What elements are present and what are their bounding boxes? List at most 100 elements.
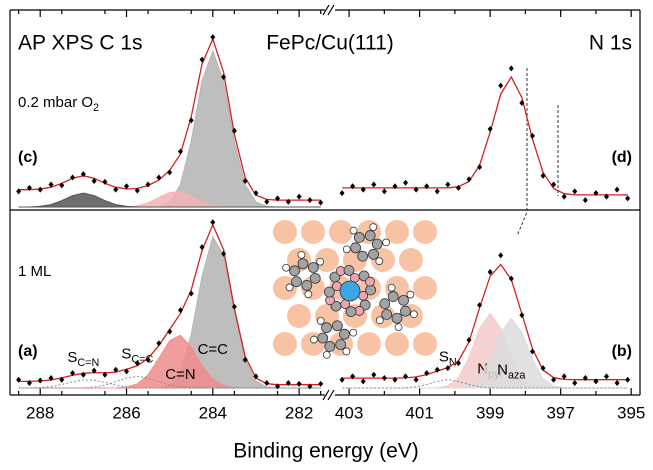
carbon-atom (309, 272, 321, 284)
guide-lines (516, 68, 559, 237)
data-point (434, 366, 440, 373)
data-point (113, 366, 119, 373)
substrate-atom (273, 220, 297, 244)
component-label-main: N (497, 362, 508, 379)
substrate-atom (413, 332, 437, 356)
hydrogen-atom (285, 283, 294, 292)
data-point (231, 127, 237, 134)
data-point (231, 303, 237, 310)
data-point (48, 181, 54, 188)
hydrogen-atom (309, 335, 318, 344)
data-point (551, 181, 557, 188)
data-point (48, 375, 54, 382)
carbon-atom (353, 232, 365, 243)
substrate-atom (385, 332, 409, 356)
carbon-atom (364, 230, 376, 241)
carbon-atom (335, 339, 347, 350)
data-point (70, 174, 76, 181)
carbon-atom (387, 291, 399, 302)
data-point (455, 360, 461, 367)
data-point (561, 193, 567, 200)
component-area (18, 49, 321, 208)
hydrogen-atom (322, 350, 331, 359)
hydrogen-atom (304, 290, 313, 299)
data-point (350, 183, 356, 190)
data-point (508, 65, 514, 72)
component-label: C=N (165, 366, 195, 383)
panel-title: N 1s (589, 32, 632, 55)
data-point (285, 198, 291, 205)
carbon-atom (350, 242, 361, 254)
condition-label-main: 0.2 mbar O (18, 94, 93, 111)
panel-label: (b) (612, 343, 632, 360)
axis-break (322, 4, 335, 401)
hydrogen-atom (409, 310, 418, 319)
x-tick-label: 399 (476, 403, 504, 422)
carbon-atom (289, 265, 300, 277)
data-point (540, 172, 546, 179)
data-point (403, 179, 409, 186)
carbon-atom (343, 265, 355, 276)
component-curve (18, 375, 321, 389)
carbon-atom (398, 294, 409, 306)
data-point (371, 181, 377, 188)
data-point (16, 188, 22, 195)
data-point (445, 365, 451, 372)
data-point (199, 244, 205, 251)
substrate-atom (287, 304, 311, 328)
substrate-atom (357, 332, 381, 356)
carbon-atom (371, 238, 383, 250)
molecule-illustration (273, 220, 437, 359)
data-point (466, 336, 472, 343)
data-point (264, 380, 270, 387)
data-point (188, 290, 194, 297)
hydrogen-atom (316, 257, 325, 266)
carbon-atom (331, 320, 343, 332)
data-point (307, 383, 313, 390)
x-tick-label: 288 (26, 403, 54, 422)
data-point (145, 356, 151, 363)
condition-label: 1 ML (18, 263, 51, 280)
hydrogen-atom (369, 223, 378, 232)
data-point (455, 184, 461, 191)
data-point (561, 373, 567, 380)
component-label-sub: C=N (77, 357, 99, 369)
panel-label: (d) (612, 149, 632, 166)
data-point (477, 164, 483, 171)
data-point (350, 373, 356, 380)
data-point (360, 186, 366, 193)
data-point (445, 181, 451, 188)
condition-label-sub: 2 (93, 102, 99, 114)
x-tick-label: 286 (112, 403, 140, 422)
data-point (156, 174, 162, 181)
x-tick-label: 403 (335, 403, 363, 422)
carbon-atom (307, 262, 319, 273)
component-label: SC=N (67, 349, 99, 369)
data-point (124, 183, 130, 190)
carbon-atom (381, 309, 393, 320)
data-point (582, 375, 588, 382)
component-curve (18, 379, 321, 389)
panel-label: (a) (18, 343, 38, 360)
data-point (614, 380, 620, 387)
data-point (59, 376, 65, 383)
component-label: C=C (198, 341, 229, 358)
data-point (275, 383, 281, 390)
data-point (582, 197, 588, 204)
data-point (134, 187, 140, 194)
data-point (26, 184, 32, 191)
data-point (466, 176, 472, 183)
data-point (91, 178, 97, 184)
data-point (318, 380, 324, 387)
data-point (253, 190, 259, 197)
data-point (487, 126, 493, 132)
fit-line (342, 263, 628, 381)
data-point (593, 378, 599, 385)
data-point (540, 365, 546, 372)
substrate-atom (329, 220, 353, 244)
component-label-main: S (67, 349, 77, 366)
data-point (381, 188, 387, 195)
fit-line (342, 75, 628, 196)
hydrogen-atom (316, 316, 325, 325)
data-point (508, 275, 514, 282)
